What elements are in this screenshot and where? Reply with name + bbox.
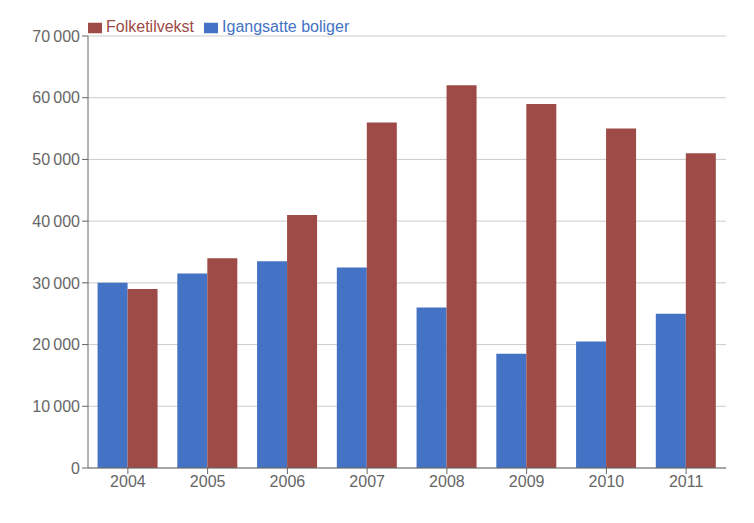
svg-text:2004: 2004 bbox=[110, 473, 146, 490]
svg-text:2008: 2008 bbox=[429, 473, 465, 490]
svg-text:2009: 2009 bbox=[509, 473, 545, 490]
svg-text:2006: 2006 bbox=[270, 473, 306, 490]
svg-text:30 000: 30 000 bbox=[32, 275, 80, 292]
svg-text:2007: 2007 bbox=[349, 473, 385, 490]
svg-text:2010: 2010 bbox=[589, 473, 625, 490]
html-text:Folketilvekst: Folketilvekst bbox=[106, 18, 194, 35]
svg-text:50 000: 50 000 bbox=[32, 151, 80, 168]
svg-text:60 000: 60 000 bbox=[32, 89, 80, 106]
svg-text:10 000: 10 000 bbox=[32, 398, 80, 415]
svg-text:0: 0 bbox=[71, 460, 80, 477]
svg-text:2011: 2011 bbox=[669, 473, 704, 490]
svg-text:2005: 2005 bbox=[190, 473, 226, 490]
html-text:Igangsatte boliger: Igangsatte boliger bbox=[222, 18, 350, 35]
svg-text:40 000: 40 000 bbox=[32, 213, 80, 230]
svg-text:20 000: 20 000 bbox=[32, 336, 80, 353]
svg-text:70 000: 70 000 bbox=[32, 28, 80, 45]
